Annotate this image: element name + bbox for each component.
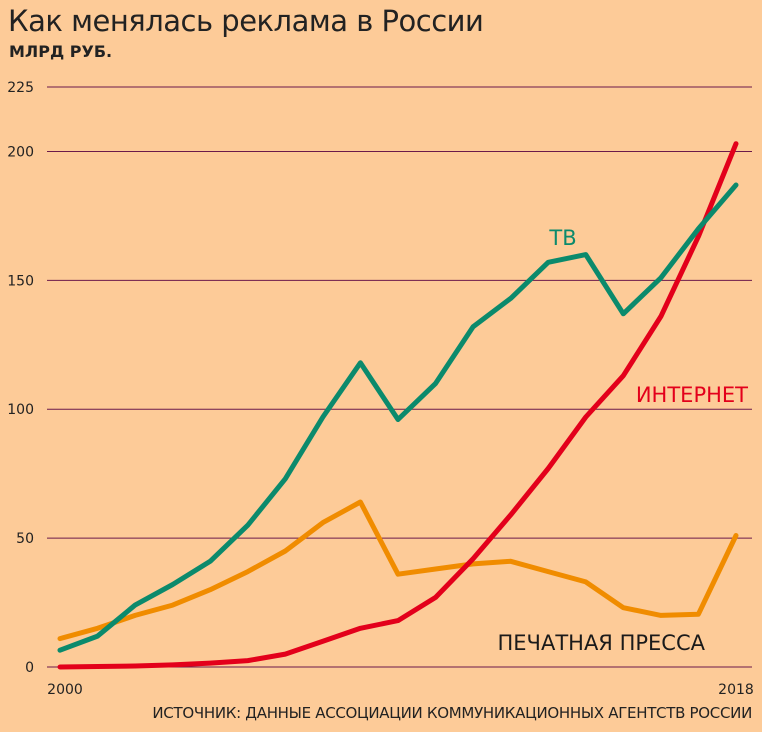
y-tick-0: 0 <box>25 660 34 676</box>
y-tick-200: 200 <box>7 144 34 160</box>
series-lines <box>57 141 739 670</box>
chart-title: Как менялась реклама в России <box>8 4 484 38</box>
source-note: ИСТОЧНИК: ДАННЫЕ АССОЦИАЦИИ КОММУНИКАЦИО… <box>152 704 752 722</box>
series-line-2 <box>57 499 739 642</box>
x-tick-labels: 2000 2018 <box>47 682 754 698</box>
y-tick-150: 150 <box>7 273 34 289</box>
y-tick-50: 50 <box>16 531 34 547</box>
gridlines <box>47 86 752 668</box>
x-tick-last: 2018 <box>718 682 754 698</box>
series-labels: ТВ ИНТЕРНЕТ ПЕЧАТНАЯ ПРЕССА <box>498 226 749 655</box>
series-line-1 <box>57 141 739 670</box>
y-tick-100: 100 <box>7 402 34 418</box>
y-tick-225: 225 <box>7 80 34 96</box>
y-tick-labels: 0 50 100 150 200 225 <box>7 80 34 676</box>
series-line-0 <box>57 182 739 653</box>
x-tick-first: 2000 <box>47 682 83 698</box>
series-label-2: ПЕЧАТНАЯ ПРЕССА <box>498 631 706 655</box>
y-axis-label: МЛРД РУБ. <box>9 42 113 61</box>
series-label-0: ТВ <box>548 226 576 250</box>
series-label-1: ИНТЕРНЕТ <box>636 383 748 407</box>
